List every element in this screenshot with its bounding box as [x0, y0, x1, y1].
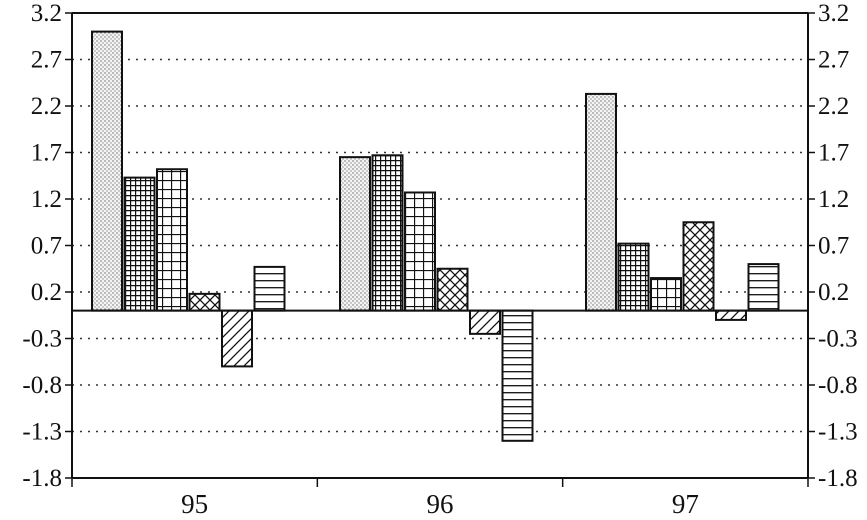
- y-axis-left-tick-labels: 3.2 2.7 2.2 1.7 1.2 0.7 0.2 -0.3 -0.8 -1.3 -1.8: [22, 0, 62, 492]
- y-tick-label-left: -1.8: [22, 465, 62, 492]
- y-tick-label-right: 0.7: [818, 233, 849, 260]
- y-tick-label-right: 0.2: [818, 279, 849, 306]
- bar-96-diagonal: [469, 309, 501, 335]
- y-tick-label-left: 2.2: [31, 93, 62, 120]
- y-tick-label-left: 2.7: [31, 47, 62, 74]
- y-tick-label-left: -0.3: [22, 326, 62, 353]
- bar-97-crosshatch: [682, 221, 715, 312]
- y-tick-label-right: -0.3: [818, 326, 858, 353]
- x-category-label: 97: [672, 489, 699, 519]
- x-axis-category-labels: 95 96 97: [181, 489, 699, 519]
- bar-96-crosshatch: [436, 267, 469, 312]
- y-tick-label-left: 1.7: [31, 140, 62, 167]
- x-category-label: 96: [427, 489, 454, 519]
- bar-95-horizontal: [253, 265, 286, 312]
- y-tick-label-right: 3.2: [818, 0, 849, 27]
- y-tick-label-right: -1.8: [818, 465, 858, 492]
- bar-96-dots: [339, 156, 371, 312]
- bar-97-dots: [585, 92, 617, 312]
- y-tick-label-right: 2.2: [818, 93, 849, 120]
- y-tick-label-left: 3.2: [31, 0, 62, 27]
- bar-96-fine-grid: [371, 154, 404, 312]
- y-tick-label-right: 2.7: [818, 47, 849, 74]
- y-tick-label-right: 1.2: [818, 186, 849, 213]
- y-tick-label-left: -1.3: [22, 419, 62, 446]
- bar-95-crosshatch: [188, 292, 221, 312]
- y-tick-label-right: -1.3: [818, 419, 858, 446]
- bar-95-fine-grid: [123, 176, 156, 312]
- bar-97-fine-grid: [617, 242, 650, 312]
- bar-97-horizontal: [747, 263, 780, 312]
- y-tick-label-left: -0.8: [22, 372, 62, 399]
- y-tick-label-left: 0.7: [31, 233, 62, 260]
- y-axis-right-tick-labels: 3.2 2.7 2.2 1.7 1.2 0.7 0.2 -0.3 -0.8 -1.3 -1.8: [818, 0, 858, 492]
- bars: [91, 30, 780, 442]
- bar-95-coarse-grid: [156, 168, 188, 312]
- y-tick-label-right: 1.7: [818, 140, 849, 167]
- bar-97-diagonal: [715, 309, 747, 321]
- bar-97-coarse-grid: [650, 277, 682, 312]
- y-tick-label-right: -0.8: [818, 372, 858, 399]
- y-tick-label-left: 1.2: [31, 186, 62, 213]
- bar-95-dots: [91, 30, 123, 312]
- bar-95-diagonal: [221, 309, 253, 368]
- y-tick-label-left: 0.2: [31, 279, 62, 306]
- bar-96-coarse-grid: [404, 191, 436, 312]
- x-category-label: 95: [181, 489, 208, 519]
- bar-96-horizontal: [501, 309, 534, 442]
- axes: [65, 12, 815, 487]
